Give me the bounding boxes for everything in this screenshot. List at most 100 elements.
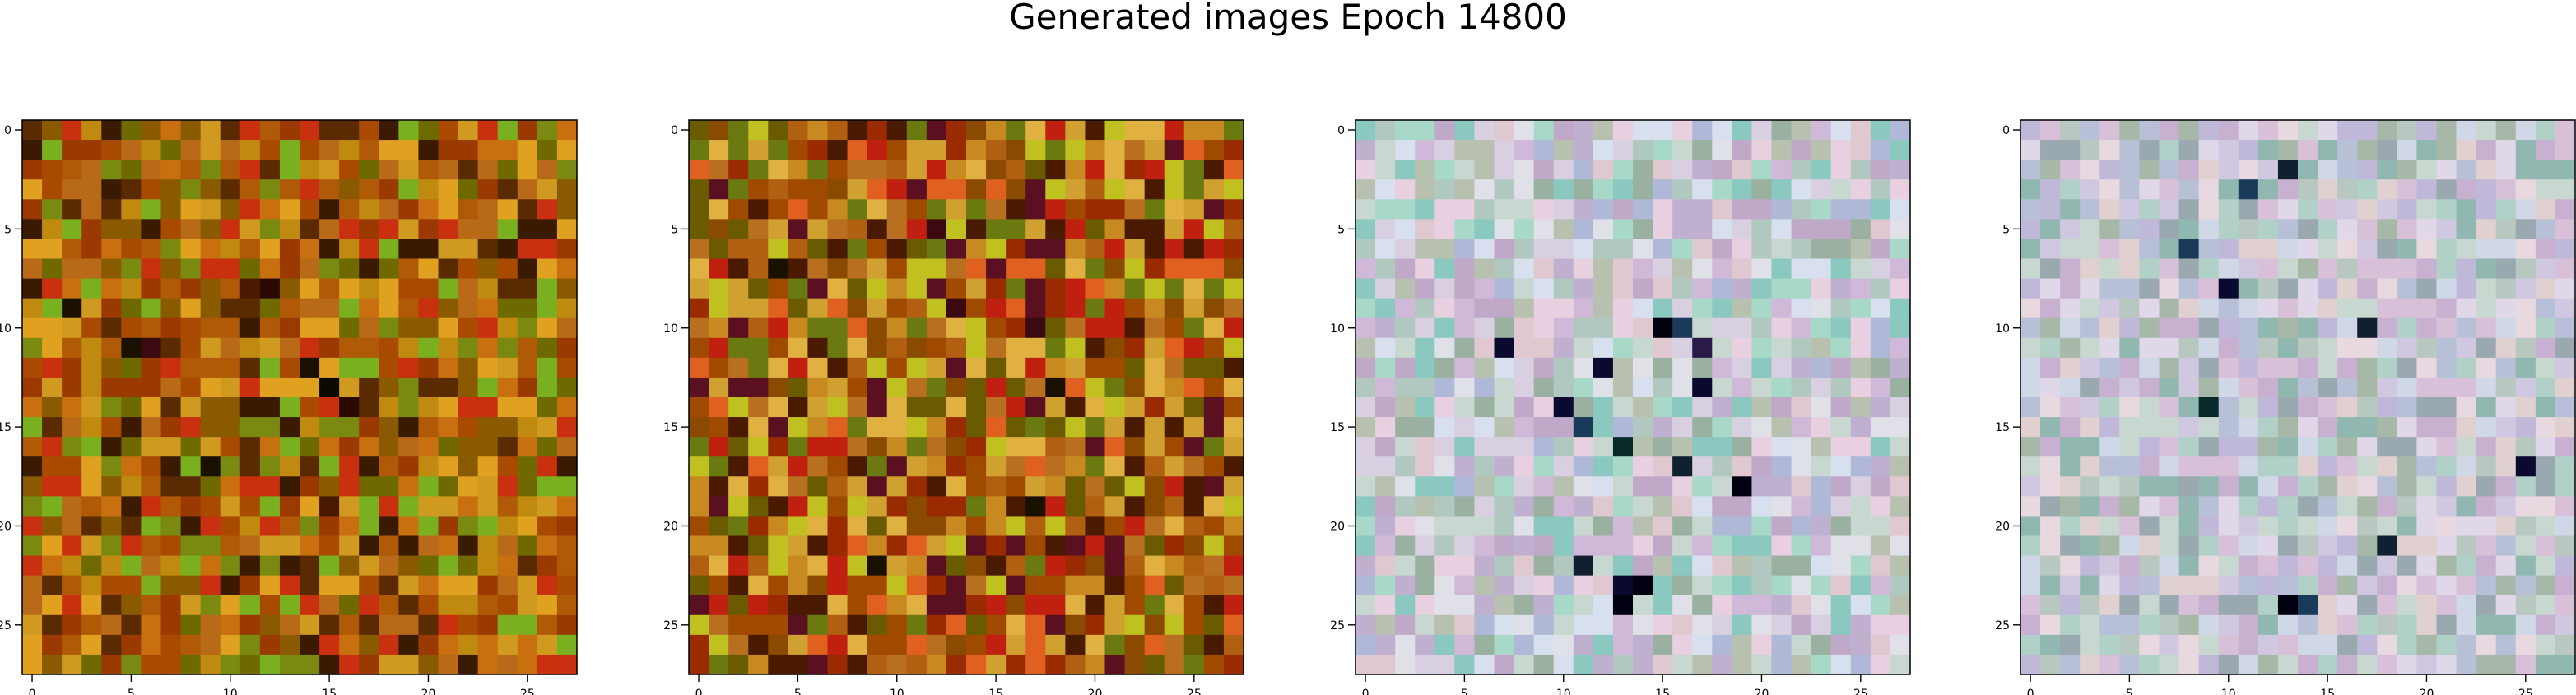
- image-pixel: [827, 437, 849, 457]
- image-pixel: [1533, 614, 1555, 636]
- image-pixel: [2218, 219, 2239, 240]
- image-pixel: [121, 634, 142, 656]
- image-pixel: [1045, 456, 1066, 477]
- image-pixel: [1712, 160, 1732, 180]
- image-pixel: [1144, 199, 1165, 220]
- image-pixel: [1653, 476, 1673, 497]
- image-pixel: [1494, 417, 1515, 438]
- image-pixel: [1355, 516, 1376, 537]
- y-tick-label: 5: [2002, 223, 2010, 236]
- image-pixel: [1771, 377, 1793, 398]
- image-pixel: [1533, 377, 1555, 398]
- image-pixel: [1870, 614, 1891, 636]
- image-pixel: [1850, 377, 1872, 398]
- image-pixel: [788, 278, 809, 299]
- image-pixel: [886, 516, 908, 537]
- image-pixel: [946, 654, 967, 675]
- image-pixel: [986, 595, 1007, 616]
- image-pixel: [1375, 575, 1396, 596]
- image-pixel: [2139, 595, 2160, 616]
- image-pixel: [966, 120, 987, 141]
- image-pixel: [2357, 140, 2378, 160]
- image-pixel: [2495, 516, 2517, 537]
- image-pixel: [2178, 239, 2200, 260]
- image-pixel: [2119, 140, 2141, 160]
- image-pixel: [709, 357, 729, 378]
- image-pixel: [1203, 417, 1225, 438]
- image-pixel: [2397, 199, 2418, 220]
- image-pixel: [2476, 199, 2497, 220]
- image-pixel: [2416, 239, 2438, 260]
- image-pixel: [517, 140, 538, 160]
- image-pixel: [847, 219, 868, 240]
- image-pixel: [1612, 397, 1634, 418]
- image-pixel: [768, 160, 788, 180]
- image-pixel: [1474, 298, 1495, 319]
- image-pixel: [926, 555, 947, 577]
- y-tick-label: 15: [1995, 421, 2010, 434]
- image-pixel: [418, 377, 439, 398]
- image-pixel: [556, 160, 578, 180]
- image-pixel: [926, 298, 947, 319]
- image-pixel: [2318, 258, 2338, 280]
- image-pixel: [239, 377, 261, 398]
- image-pixel: [1890, 654, 1911, 675]
- image-pixel: [1870, 337, 1891, 359]
- image-pixel: [2159, 377, 2180, 398]
- image-pixel: [62, 160, 82, 180]
- image-pixel: [1791, 258, 1812, 280]
- image-pixel: [2476, 337, 2497, 359]
- image-pixel: [2040, 317, 2061, 339]
- image-pixel: [2159, 179, 2180, 200]
- image-pixel: [946, 476, 967, 497]
- image-pixel: [279, 496, 300, 517]
- image-pixel: [946, 298, 967, 319]
- image-pixel: [438, 140, 459, 160]
- image-pixel: [847, 179, 868, 200]
- image-pixel: [709, 219, 729, 240]
- image-pixel: [1653, 496, 1673, 517]
- image-pixel: [689, 417, 709, 438]
- image-pixel: [1870, 575, 1891, 596]
- image-pixel: [1183, 179, 1205, 200]
- image-pixel: [807, 437, 829, 457]
- image-pixel: [2357, 219, 2378, 240]
- image-pixel: [1692, 298, 1713, 319]
- image-pixel: [2318, 179, 2338, 200]
- image-pixel: [62, 239, 82, 260]
- image-pixel: [1164, 219, 1185, 240]
- image-pixel: [2416, 555, 2438, 577]
- image-pixel: [1791, 496, 1812, 517]
- image-pixel: [1144, 575, 1165, 596]
- image-pixel: [1124, 535, 1146, 557]
- image-pixel: [1045, 239, 1066, 260]
- image-pixel: [1692, 437, 1713, 457]
- image-pixel: [2099, 377, 2120, 398]
- image-pixel: [121, 219, 142, 240]
- image-pixel: [497, 179, 518, 200]
- image-pixel: [477, 317, 499, 339]
- image-pixel: [279, 357, 300, 378]
- image-pixel: [359, 298, 379, 319]
- image-pixel: [2198, 555, 2220, 577]
- image-pixel: [689, 199, 709, 220]
- image-pixel: [1104, 437, 1126, 457]
- image-pixel: [1553, 258, 1574, 280]
- image-pixel: [807, 140, 829, 160]
- image-pixel: [906, 654, 928, 675]
- image-pixel: [788, 575, 809, 596]
- image-pixel: [1144, 516, 1165, 537]
- image-pixel: [1850, 496, 1872, 517]
- image-pixel: [1104, 160, 1126, 180]
- image-pixel: [200, 634, 221, 656]
- image-pixel: [1355, 456, 1376, 477]
- image-pixel: [220, 417, 241, 438]
- image-pixel: [709, 199, 729, 220]
- image-pixel: [2495, 417, 2517, 438]
- image-pixel: [180, 219, 202, 240]
- image-pixel: [1692, 614, 1713, 636]
- image-pixel: [379, 516, 399, 537]
- image-pixel: [1065, 595, 1086, 616]
- image-pixel: [728, 317, 749, 339]
- image-pixel: [81, 239, 102, 260]
